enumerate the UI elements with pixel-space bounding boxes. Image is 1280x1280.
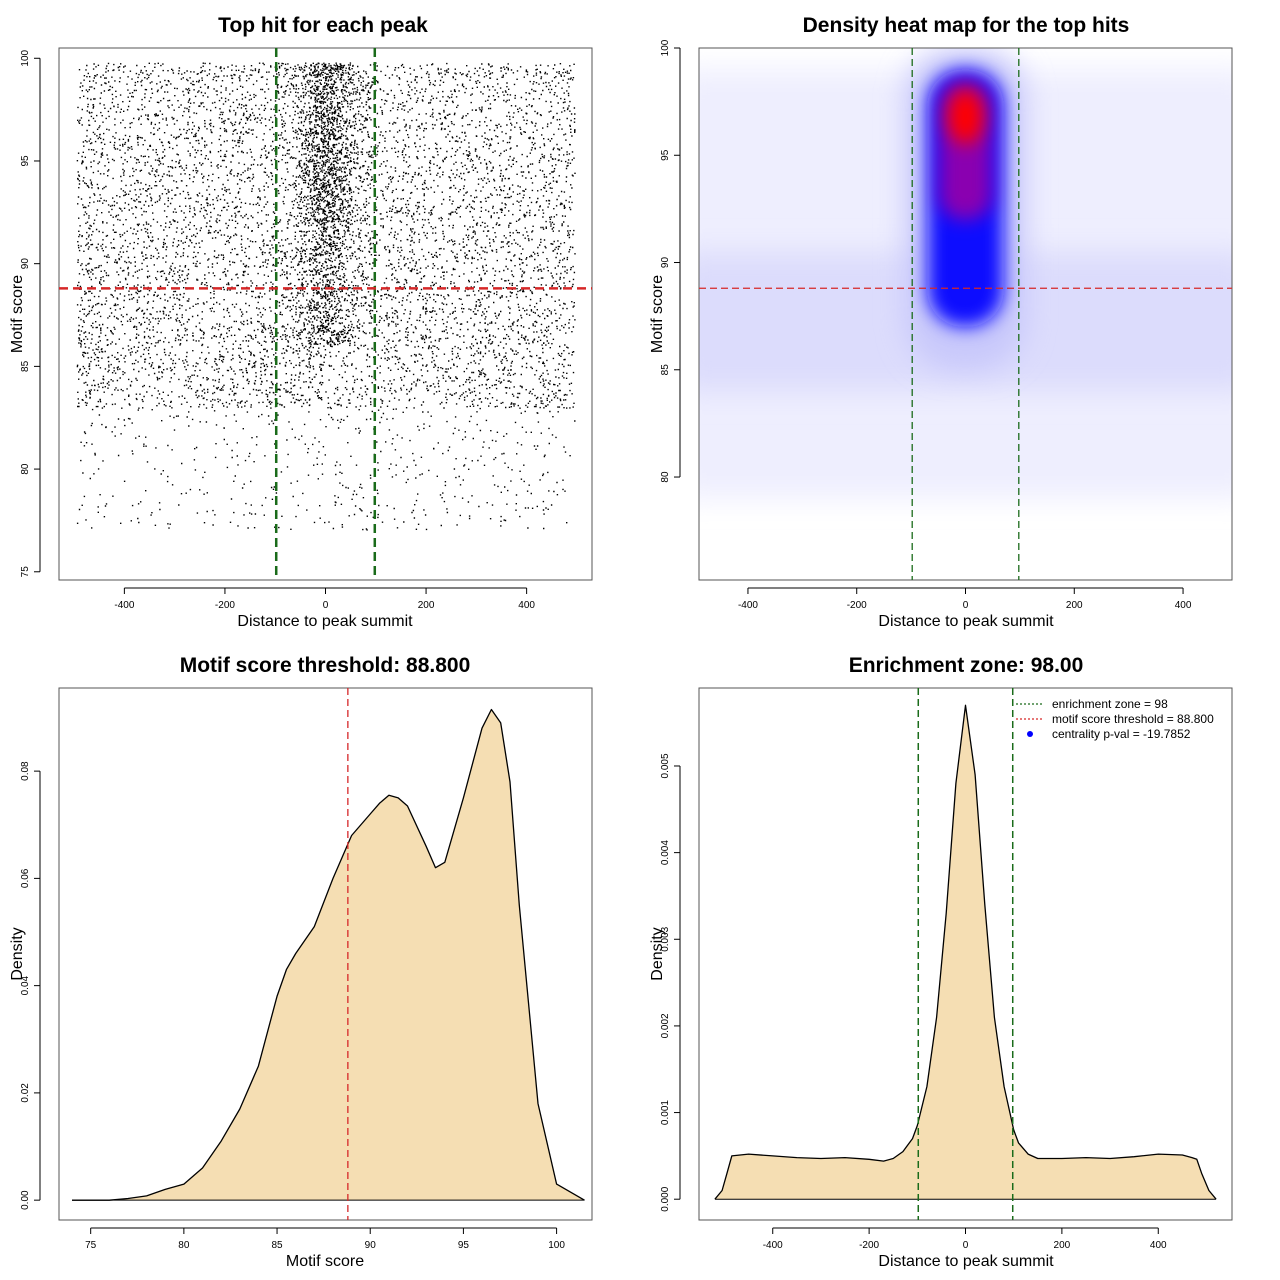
distance-density-y-tick-label: 0.000: [660, 1186, 671, 1211]
score-density-x-tick-label: 100: [548, 1240, 565, 1251]
score-density-x-tick-label: 75: [85, 1240, 97, 1251]
score-density-y-tick-label: 0.00: [20, 1190, 31, 1210]
distance-density-x-axis-label: Distance to peak summit: [878, 1253, 1054, 1270]
legend-label-centrality: centrality p-val = -19.7852: [1052, 727, 1191, 741]
heatmap-title: Density heat map for the top hits: [803, 14, 1130, 37]
heatmap-x-tick-label: 400: [1175, 600, 1192, 611]
scatter-y-tick-label: 95: [20, 155, 31, 167]
scatter-panel: Top hit for each peak -400 -200 0 200 400 75 8…: [9, 14, 593, 630]
scatter-plot-frame: [58, 47, 593, 581]
scatter-y-tick-label: 100: [20, 49, 31, 66]
score-density-x-axis-label: Motif score: [286, 1253, 364, 1270]
distance-density-area-fill: [714, 705, 1217, 1200]
scatter-points: [76, 62, 576, 531]
score-density-title: Motif score threshold: 88.800: [180, 654, 471, 677]
scatter-point-cloud: [76, 62, 576, 531]
heatmap-y-tick-label: 100: [660, 39, 671, 56]
heatmap-y-axis-label: Motif score: [649, 275, 666, 353]
score-density-x-tick-label: 95: [458, 1240, 470, 1251]
distance-density-x-tick-label: 400: [1150, 1240, 1167, 1251]
distance-density-plot-frame: [698, 687, 1233, 1221]
distance-density-panel: Enrichment zone: 98.00 -400 -200 0 200 400 0.…: [649, 654, 1233, 1270]
score-density-y-tick-label: 0.04: [20, 975, 31, 995]
scatter-x-axis-label: Distance to peak summit: [237, 613, 413, 630]
distance-density-y-tick-label: 0.002: [660, 1013, 671, 1038]
score-density-plot-frame: [58, 687, 593, 1221]
heatmap-density: [699, 48, 1232, 580]
heatmap-x-tick-label: 0: [963, 600, 969, 611]
heatmap-x-tick-label: -200: [847, 600, 867, 611]
heatmap-x-tick-label: -400: [738, 600, 758, 611]
heatmap-y-tick-label: 80: [660, 471, 671, 483]
scatter-title: Top hit for each peak: [218, 14, 428, 37]
distance-density-x-tick-label: 200: [1054, 1240, 1071, 1251]
legend-swatch-centrality: [1027, 731, 1033, 737]
score-density-y-axis-label: Density: [9, 927, 26, 980]
distance-density-curve: [714, 704, 1217, 1200]
score-density-y-tick-label: 0.06: [20, 868, 31, 888]
heatmap-x-tick-label: 200: [1066, 600, 1083, 611]
distance-density-x-tick-label: -200: [859, 1240, 879, 1251]
legend-label-enrichment-zone: enrichment zone = 98: [1052, 697, 1168, 711]
scatter-y-axis-label: Motif score: [9, 275, 26, 353]
distance-density-y-tick-label: 0.003: [660, 926, 671, 951]
score-density-x-tick-label: 90: [365, 1240, 377, 1251]
scatter-y-tick-label: 85: [20, 360, 31, 372]
scatter-y-tick-label: 90: [20, 258, 31, 270]
score-density-x-tick-label: 80: [178, 1240, 190, 1251]
scatter-x-tick-label: -400: [114, 600, 134, 611]
score-density-y-tick-label: 0.02: [20, 1083, 31, 1103]
distance-density-y-tick-label: 0.004: [660, 840, 671, 865]
heatmap-x-axis-label: Distance to peak summit: [878, 613, 1054, 630]
score-density-x-tick-label: 85: [271, 1240, 283, 1251]
distance-density-x-tick-label: -400: [763, 1240, 783, 1251]
scatter-x-tick-label: 400: [518, 600, 535, 611]
legend-label-threshold: motif score threshold = 88.800: [1052, 712, 1214, 726]
heatmap-y-tick-label: 90: [660, 257, 671, 269]
score-density-panel: Motif score threshold: 88.800 75 80 85 90 95…: [9, 654, 593, 1270]
heatmap-y-tick-label: 85: [660, 364, 671, 376]
heatmap-panel: Density heat map for the top hits -400 -2…: [649, 14, 1233, 630]
chart-legend: enrichment zone = 98 motif score thresho…: [1016, 697, 1214, 741]
distance-density-title: Enrichment zone: 98.00: [849, 654, 1084, 677]
heatmap-y-tick-label: 95: [660, 149, 671, 161]
distance-density-y-axis-label: Density: [649, 927, 666, 980]
distance-density-x-tick-label: 0: [963, 1240, 969, 1251]
scatter-x-tick-label: 200: [418, 600, 435, 611]
score-density-curve: [72, 708, 585, 1201]
heatmap-plot-frame: [698, 47, 1233, 581]
scatter-x-tick-label: 0: [323, 600, 329, 611]
scatter-y-tick-label: 80: [20, 463, 31, 475]
score-density-area-fill: [72, 709, 585, 1201]
scatter-y-tick-label: 75: [20, 566, 31, 578]
score-density-y-tick-label: 0.08: [20, 761, 31, 781]
scatter-x-tick-label: -200: [215, 600, 235, 611]
distance-density-y-tick-label: 0.005: [660, 753, 671, 778]
distance-density-y-tick-label: 0.001: [660, 1100, 671, 1125]
heatmap-hotspot: [947, 88, 984, 145]
